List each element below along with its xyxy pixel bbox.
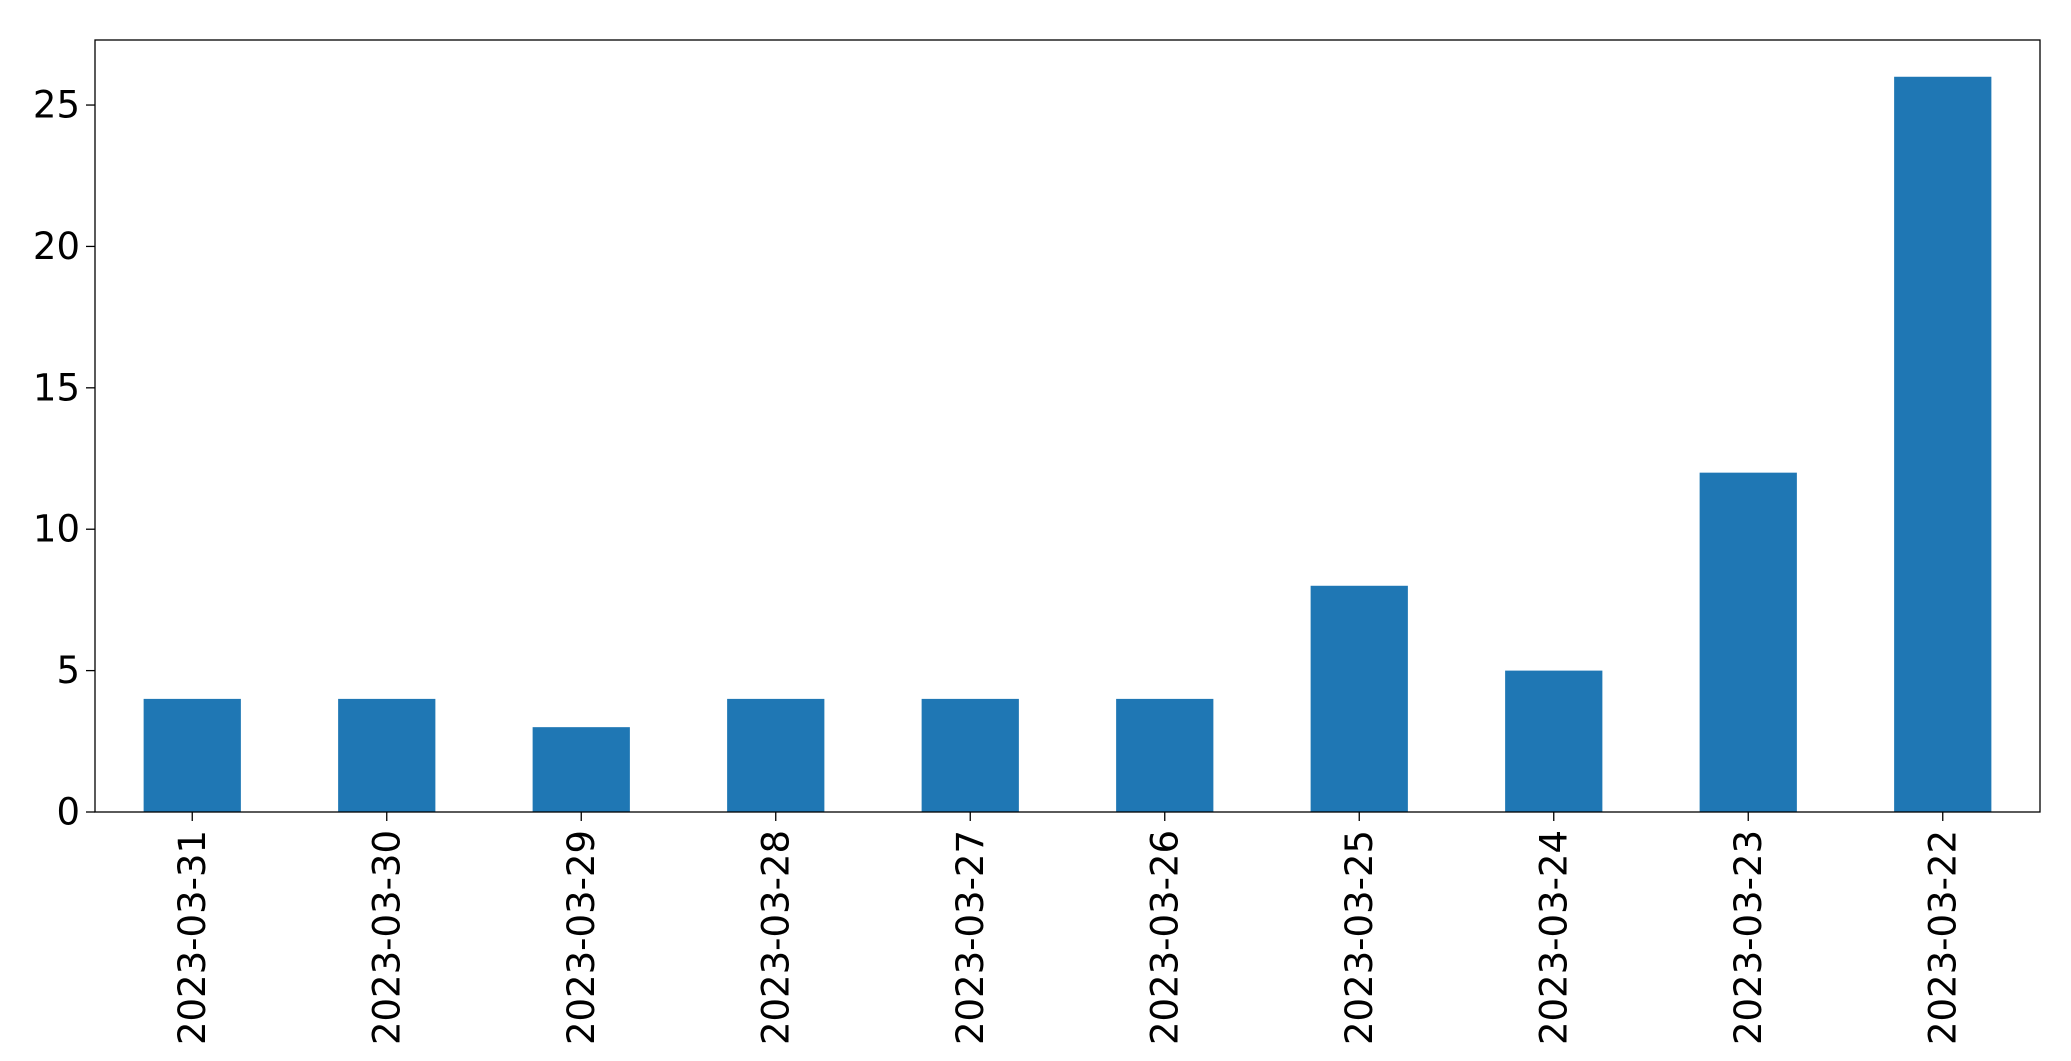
bar-2023-03-22: [1894, 76, 1992, 812]
x-tick-label: 2023-03-31: [171, 830, 214, 1045]
axes-frame: [94, 39, 2041, 813]
bar-2023-03-26: [1116, 698, 1214, 812]
bar-2023-03-29: [532, 727, 630, 812]
x-tick-label: 2023-03-26: [1143, 830, 1186, 1045]
y-tick-label: 20: [33, 225, 80, 268]
bar-2023-03-25: [1310, 585, 1408, 812]
x-tick-label: 2023-03-28: [754, 830, 797, 1045]
bar-2023-03-23: [1699, 472, 1797, 812]
y-tick-label: 5: [56, 649, 80, 692]
y-tick-label: 25: [33, 84, 80, 127]
bar-2023-03-31: [143, 698, 241, 812]
y-tick-label: 0: [56, 791, 80, 834]
bar-2023-03-27: [921, 698, 1019, 812]
x-tick-label: 2023-03-27: [949, 830, 992, 1045]
bar-2023-03-24: [1505, 670, 1603, 812]
bar-2023-03-28: [727, 698, 825, 812]
x-tick-label: 2023-03-23: [1727, 830, 1770, 1045]
x-axis: 2023-03-31 2023-03-30 2023-03-29 2023-03-28…: [171, 812, 1964, 1045]
y-axis: 0 5 10 15 20 25: [33, 84, 95, 834]
x-tick-label: 2023-03-22: [1921, 830, 1964, 1045]
y-tick-label: 10: [33, 508, 80, 551]
bar-2023-03-30: [338, 698, 436, 812]
x-tick-label: 2023-03-30: [365, 830, 408, 1045]
bars: [143, 76, 1992, 812]
y-tick-label: 15: [33, 366, 80, 409]
x-tick-label: 2023-03-25: [1338, 830, 1381, 1045]
x-tick-label: 2023-03-24: [1532, 830, 1575, 1045]
x-tick-label: 2023-03-29: [560, 830, 603, 1045]
